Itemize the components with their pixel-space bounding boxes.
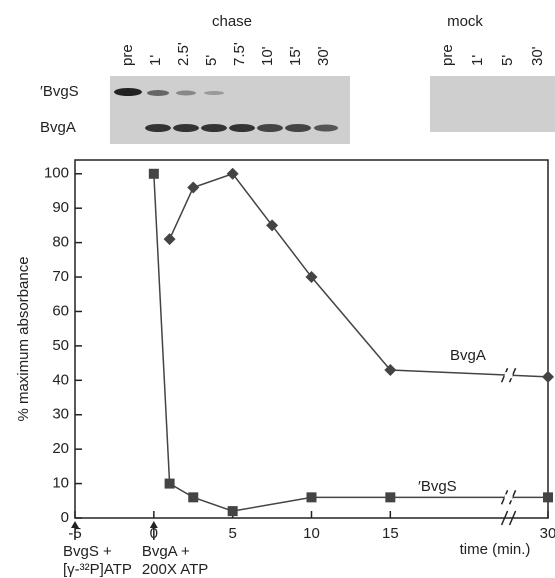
lane-label: 2.5' [175,42,192,66]
y-tick-label: 20 [52,440,69,457]
y-tick-label: 40 [52,371,69,388]
y-tick-label: 90 [52,199,69,216]
y-tick-label: 80 [52,234,69,251]
mock-gel [430,76,555,132]
y-axis-label: % maximum absorbance [15,256,32,421]
marker [227,506,238,517]
axis-break [508,510,517,526]
lane-label: 1' [469,55,486,66]
marker [164,478,175,489]
x-tick-label: 15 [382,525,399,542]
marker [543,492,553,503]
chase-gel [110,76,350,144]
marker [226,167,239,180]
marker [305,271,318,284]
plot-frame [74,159,549,519]
marker [266,219,279,232]
marker [306,492,317,503]
x-tick-label: 30 [540,525,555,542]
mock-label: mock [447,13,483,30]
y-tick-label: 30 [52,406,69,423]
arrow-head [149,521,158,528]
lane-label: 15' [287,46,304,66]
lane-label: 30' [315,46,332,66]
series-label: BvgA [450,347,486,364]
lane-label: 5' [203,55,220,66]
y-tick-label: 50 [52,337,69,354]
series-label: ′BvgS [418,478,457,495]
marker [188,492,199,503]
x-tick-label: 5 [228,525,236,542]
band-label: ′BvgS [40,83,79,100]
y-tick-label: 0 [61,509,69,526]
annotation: BvgS + [63,543,112,560]
lane-label: pre [439,44,456,66]
gel-bands [114,88,338,132]
lane-label: 10' [259,46,276,66]
annotation: [γ-³²P]ATP [63,561,132,578]
series-line [153,173,548,512]
series-line [168,172,549,378]
y-tick-label: 10 [52,475,69,492]
annotation: 200X ATP [142,561,208,578]
lane-label: 1' [147,55,164,66]
y-tick-label: 100 [44,165,69,182]
marker [384,363,397,376]
marker [542,370,554,383]
line-break-gap [504,372,513,379]
marker [148,168,159,179]
lane-label: 30' [529,46,546,66]
y-tick-label: 60 [52,302,69,319]
lane-label: pre [119,44,136,66]
x-axis-label: time (min.) [460,541,531,558]
lane-label: 7.5' [231,42,248,66]
x-tick-label: 10 [303,525,320,542]
y-tick-label: 70 [52,268,69,285]
marker [385,492,396,503]
lane-label: 5' [499,55,516,66]
annotation: BvgA + [142,543,190,560]
marker [187,181,200,194]
band-label: BvgA [40,119,76,136]
marker [163,233,176,246]
arrow-head [71,521,79,528]
axis-break [500,510,509,526]
chase-label: chase [212,13,252,30]
line-break-gap [504,494,513,501]
